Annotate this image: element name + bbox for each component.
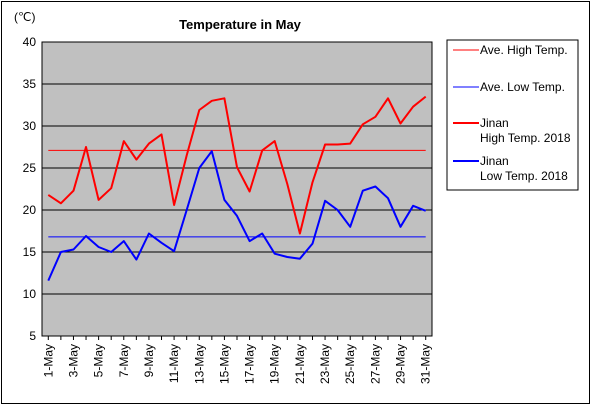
legend-label-3: High Temp. 2018 <box>480 131 571 145</box>
y-tick-label: 10 <box>23 287 37 301</box>
y-tick-label: 15 <box>23 245 37 259</box>
y-tick-label: 20 <box>23 203 37 217</box>
y-tick-label: 35 <box>23 77 37 91</box>
x-tick-label: 3-May <box>66 344 80 377</box>
x-tick-label: 9-May <box>142 344 156 377</box>
x-tick-label: 27-May <box>368 344 382 384</box>
x-tick-label: 11-May <box>167 344 181 383</box>
x-tick-label: 25-May <box>343 344 357 384</box>
x-tick-label: 5-May <box>92 344 106 377</box>
x-tick-label: 15-May <box>217 344 231 384</box>
legend-label-2: Ave. Low Temp. <box>480 80 565 94</box>
y-tick-label: 25 <box>23 161 37 175</box>
x-tick-label: 19-May <box>268 344 282 384</box>
legend-label-4: Low Temp. 2018 <box>480 169 568 183</box>
y-tick-label: 5 <box>29 329 36 343</box>
y-tick-label: 30 <box>23 119 37 133</box>
x-tick-label: 21-May <box>293 344 307 384</box>
x-tick-label: 31-May <box>419 344 433 384</box>
legend-box <box>446 39 579 191</box>
x-tick-label: 1-May <box>41 344 55 377</box>
x-tick-label: 17-May <box>243 344 257 384</box>
y-tick-label: 40 <box>23 35 37 49</box>
x-tick-label: 7-May <box>117 344 131 377</box>
chart-title: Temperature in May <box>179 17 302 32</box>
x-tick-label: 13-May <box>192 344 206 384</box>
plot-background <box>41 41 433 337</box>
x-tick-label: 29-May <box>394 344 408 384</box>
series-line-4 <box>47 150 427 282</box>
legend-label-3: Jinan <box>480 116 509 130</box>
legend-label-4: Jinan <box>480 154 509 168</box>
legend-label-1: Ave. High Temp. <box>480 43 568 57</box>
x-tick-label: 23-May <box>318 344 332 384</box>
series-line-3 <box>47 95 427 235</box>
plot-area: 5 10 15 20 25 30 35 40 1-May 3-May 5-May 7-May 9-May… <box>23 35 433 384</box>
unit-label: (℃) <box>14 10 35 24</box>
